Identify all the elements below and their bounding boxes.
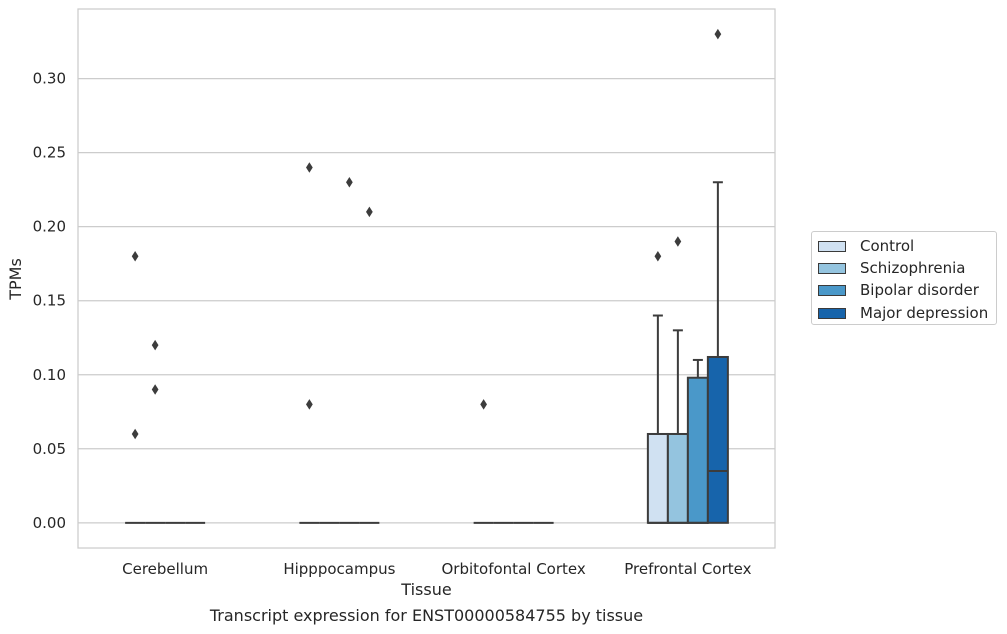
box-control (299, 162, 320, 524)
box-bipolar-disorder (686, 358, 709, 524)
y-tick-label: 0.00 (33, 514, 66, 532)
y-tick-label: 0.30 (33, 70, 66, 88)
x-tick-label: Hipppocampus (283, 560, 395, 578)
outlier-point (714, 28, 722, 40)
legend-item-control: Control (818, 236, 914, 256)
box-major-depression (706, 28, 729, 524)
box-schizophrenia (145, 339, 166, 524)
box-marks (125, 28, 729, 524)
x-axis-title: Tissue (400, 580, 451, 599)
chart-caption: Transcript expression for ENST0000058475… (209, 606, 644, 625)
box-bipolar-disorder (339, 177, 360, 524)
x-tick-label: Orbitofontal Cortex (442, 560, 586, 578)
outlier-point (480, 399, 487, 410)
box-body (706, 355, 729, 524)
legend-item-bipolar-disorder: Bipolar disorder (818, 280, 979, 300)
outlier-point (131, 251, 139, 262)
y-tick-label: 0.10 (33, 366, 66, 384)
x-tick-labels: Cerebellum Hipppocampus Orbitofontal Corte… (122, 560, 751, 578)
legend-label-bipolar-disorder: Bipolar disorder (860, 281, 979, 299)
y-axis-title: TPMs (6, 258, 25, 301)
box-control (125, 251, 146, 524)
legend-swatch-bipolar-disorder (818, 284, 846, 296)
y-tick-label: 0.05 (33, 440, 66, 458)
y-tick-labels: 0.00 0.05 0.10 0.15 0.20 0.25 0.30 (33, 70, 66, 532)
outlier-point (674, 236, 682, 247)
legend-label-major-depression: Major depression (860, 304, 989, 322)
legend-swatch-schizophrenia (818, 262, 846, 274)
outlier-point (366, 206, 373, 218)
outlier-point (306, 399, 313, 410)
x-tick-label: Prefrontal Cortex (624, 560, 751, 578)
outlier-point (306, 162, 313, 173)
legend-item-schizophrenia: Schizophrenia (818, 258, 965, 278)
y-tick-label: 0.20 (33, 218, 66, 236)
outlier-point (131, 428, 139, 440)
legend-label-control: Control (860, 237, 915, 255)
box-control (646, 251, 669, 524)
x-tick-label: Cerebellum (122, 560, 208, 578)
grid-lines (78, 77, 775, 524)
box-major-depression (359, 206, 380, 524)
legend: Control Schizophrenia Bipolar disorder M… (811, 231, 997, 325)
box-schizophrenia (666, 236, 689, 524)
y-tick-label: 0.15 (33, 292, 66, 310)
legend-item-major-depression: Major depression (818, 303, 988, 323)
plot-frame (77, 8, 776, 549)
legend-swatch-major-depression (818, 307, 846, 319)
outlier-point (654, 251, 662, 262)
box-body (666, 432, 689, 524)
outlier-point (346, 177, 353, 188)
box-control (473, 399, 494, 524)
legend-label-schizophrenia: Schizophrenia (860, 259, 966, 277)
box-body (686, 376, 709, 524)
box-body (646, 432, 669, 524)
y-tick-label: 0.25 (33, 144, 66, 162)
outlier-point (151, 384, 159, 395)
outlier-point (151, 339, 159, 351)
legend-swatch-control (818, 240, 846, 252)
